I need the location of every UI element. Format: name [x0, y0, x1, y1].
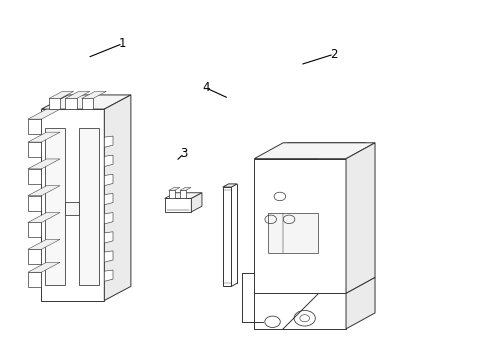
Polygon shape [344, 156, 364, 210]
Polygon shape [258, 159, 336, 237]
Polygon shape [104, 155, 113, 167]
Text: 2: 2 [329, 48, 337, 61]
Polygon shape [79, 128, 99, 285]
Polygon shape [65, 99, 77, 109]
Polygon shape [346, 278, 374, 329]
Polygon shape [180, 190, 185, 198]
Polygon shape [254, 143, 374, 159]
Polygon shape [104, 136, 113, 147]
Polygon shape [104, 174, 113, 186]
Polygon shape [267, 213, 318, 253]
Polygon shape [49, 99, 60, 109]
Polygon shape [64, 202, 79, 215]
Polygon shape [223, 187, 231, 286]
Polygon shape [281, 293, 346, 329]
Polygon shape [41, 109, 104, 301]
Polygon shape [81, 91, 106, 99]
Text: 1: 1 [119, 37, 126, 50]
Polygon shape [164, 198, 191, 212]
Polygon shape [104, 95, 131, 301]
Polygon shape [28, 186, 60, 196]
Polygon shape [28, 222, 41, 237]
Polygon shape [104, 213, 113, 224]
Polygon shape [104, 232, 113, 243]
Polygon shape [191, 193, 202, 212]
Polygon shape [28, 159, 60, 169]
Polygon shape [44, 128, 64, 285]
Polygon shape [28, 169, 41, 184]
Polygon shape [346, 143, 374, 293]
Polygon shape [258, 143, 365, 159]
Polygon shape [168, 190, 174, 198]
Polygon shape [28, 132, 60, 142]
Polygon shape [28, 272, 41, 287]
Polygon shape [301, 156, 364, 167]
Polygon shape [28, 239, 60, 249]
Polygon shape [336, 143, 365, 237]
Polygon shape [28, 196, 41, 211]
Polygon shape [104, 193, 113, 205]
Polygon shape [168, 188, 180, 190]
Polygon shape [49, 91, 74, 99]
Polygon shape [28, 262, 60, 272]
Text: 3: 3 [180, 147, 187, 160]
Polygon shape [254, 159, 346, 293]
Polygon shape [65, 91, 90, 99]
Polygon shape [180, 188, 191, 190]
Polygon shape [104, 251, 113, 262]
Polygon shape [28, 249, 41, 264]
Polygon shape [28, 109, 60, 119]
Polygon shape [28, 119, 41, 134]
Polygon shape [28, 212, 60, 222]
Polygon shape [41, 95, 131, 109]
Text: 4: 4 [202, 81, 209, 94]
Polygon shape [301, 167, 344, 210]
Polygon shape [223, 184, 237, 187]
Polygon shape [104, 270, 113, 282]
Polygon shape [164, 193, 202, 198]
Polygon shape [81, 99, 93, 109]
Polygon shape [28, 142, 41, 157]
